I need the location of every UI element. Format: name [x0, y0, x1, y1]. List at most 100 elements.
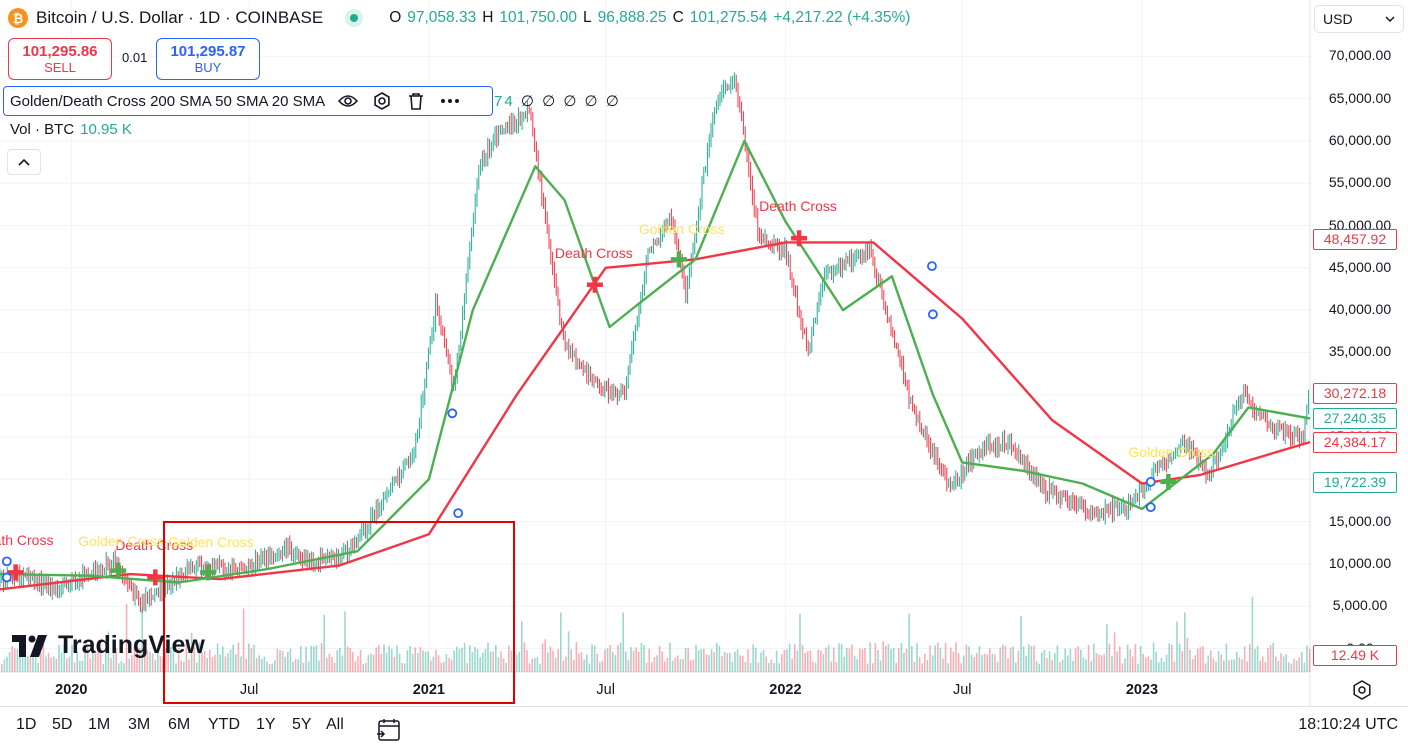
price-tag: 19,722.39 — [1313, 472, 1397, 493]
volume-bar — [924, 653, 926, 672]
buy-button[interactable]: 101,295.87 BUY — [156, 38, 260, 80]
volume-bar — [786, 649, 788, 672]
volume-bar — [255, 658, 258, 672]
change-value: +4,217.22 (+4.35%) — [773, 9, 911, 26]
volume-bar — [721, 656, 723, 672]
indicator-legend[interactable]: Golden/Death Cross 200 SMA 50 SMA 20 SMA — [3, 86, 493, 116]
currency-select[interactable]: USD — [1314, 5, 1404, 33]
clock[interactable]: 18:10:24 UTC — [1298, 716, 1398, 733]
golden-cross-label: Golden Cross — [78, 532, 164, 549]
chart-settings-gear-icon[interactable] — [1351, 680, 1373, 702]
volume-bar — [692, 659, 695, 672]
volume-bar — [1108, 643, 1111, 672]
death-cross-marker — [586, 276, 603, 293]
volume-bar — [474, 646, 476, 672]
volume-bar — [55, 658, 58, 672]
volume-bar — [1056, 645, 1059, 672]
timeframe-button-6m[interactable]: 6M — [168, 716, 191, 733]
volume-bar — [66, 658, 68, 672]
volume-bar — [1199, 646, 1202, 672]
volume-bar — [1137, 663, 1139, 672]
timeframe-button-1d[interactable]: 1D — [16, 716, 37, 733]
volume-bar — [1181, 650, 1183, 672]
volume-bar — [237, 642, 240, 672]
tradingview-logo[interactable]: TradingView — [12, 631, 205, 660]
volume-bar — [1111, 656, 1113, 672]
date-range-calendar-icon[interactable] — [376, 718, 402, 747]
volume-bar — [578, 653, 580, 672]
symbol-title[interactable]: Bitcoin / U.S. Dollar · 1D · COINBASE — [36, 8, 324, 27]
volume-bar — [1272, 642, 1274, 672]
volume-bar — [120, 661, 123, 672]
volume-bar — [372, 654, 375, 672]
volume-bar — [3, 659, 6, 672]
volume-bar — [791, 658, 793, 672]
volume-bar — [835, 662, 838, 672]
volume-bar — [1059, 661, 1061, 672]
volume-bar — [131, 655, 133, 672]
volume-bar — [762, 649, 765, 672]
volume-bar — [752, 644, 754, 672]
timeframe-button-1m[interactable]: 1M — [88, 716, 111, 733]
timeframe-button-5d[interactable]: 5D — [52, 716, 73, 733]
volume-bar — [411, 653, 414, 672]
price-tag: 27,240.35 — [1313, 408, 1397, 429]
indicator-title[interactable]: Golden/Death Cross 200 SMA 50 SMA 20 SMA — [10, 92, 326, 110]
volume-bar — [287, 651, 289, 672]
volume-bar — [796, 650, 799, 672]
price-tick-label: 10,000.00 — [1328, 554, 1392, 571]
volume-bar — [401, 663, 403, 672]
volume-bar — [193, 646, 195, 672]
volume-bar — [274, 660, 276, 672]
volume-bar — [552, 650, 554, 672]
collapse-legend-button[interactable] — [7, 149, 41, 175]
volume-bar — [362, 663, 364, 672]
volume-bar — [957, 653, 960, 672]
volume-bar — [1280, 653, 1282, 672]
volume-bar — [1116, 651, 1118, 672]
volume-bar — [703, 648, 705, 672]
volume-bar — [484, 649, 487, 672]
sell-button[interactable]: 101,295.86 SELL — [8, 38, 112, 80]
volume-bar — [734, 651, 736, 672]
volume-bar — [879, 660, 882, 672]
timeframe-button-ytd[interactable]: YTD — [208, 716, 240, 733]
death-cross-marker — [147, 569, 164, 586]
trash-icon[interactable] — [405, 90, 427, 112]
volume-bar — [554, 657, 557, 672]
volume-bar — [744, 661, 747, 672]
gear-icon[interactable] — [371, 90, 393, 112]
volume-bar — [1293, 658, 1295, 672]
volume-bar — [1178, 643, 1181, 672]
volume-bar — [770, 659, 773, 672]
golden-cross-marker — [200, 564, 217, 581]
volume-bar — [58, 645, 60, 672]
time-tick-label: Jul — [596, 682, 615, 698]
cross-point-circle — [447, 408, 458, 419]
timeframe-button-all[interactable]: All — [326, 716, 344, 733]
volume-bar — [419, 647, 422, 672]
volume-bar — [682, 658, 684, 672]
volume-bar — [999, 647, 1001, 672]
volume-bar — [1121, 663, 1124, 672]
volume-bar — [115, 648, 117, 672]
more-icon[interactable] — [439, 90, 461, 112]
timeframe-button-5y[interactable]: 5Y — [292, 716, 312, 733]
volume-bar — [216, 643, 219, 672]
volume-bar — [1259, 660, 1261, 672]
volume-bar — [1025, 655, 1027, 672]
volume-bar — [271, 663, 273, 672]
volume-bar — [690, 660, 692, 672]
price-tick-label: 45,000.00 — [1328, 258, 1392, 275]
volume-bar — [1269, 645, 1272, 672]
volume-bar — [359, 649, 362, 672]
volume-bar — [14, 648, 16, 672]
timeframe-button-3m[interactable]: 3M — [128, 716, 151, 733]
eye-icon[interactable] — [337, 90, 359, 112]
timeframe-button-1y[interactable]: 1Y — [256, 716, 276, 733]
volume-bar — [211, 657, 214, 672]
volume-bar — [37, 662, 39, 672]
volume-bar — [177, 648, 180, 672]
volume-bar — [562, 660, 565, 672]
volume-legend[interactable]: Vol · BTC 10.95 K — [10, 121, 132, 138]
